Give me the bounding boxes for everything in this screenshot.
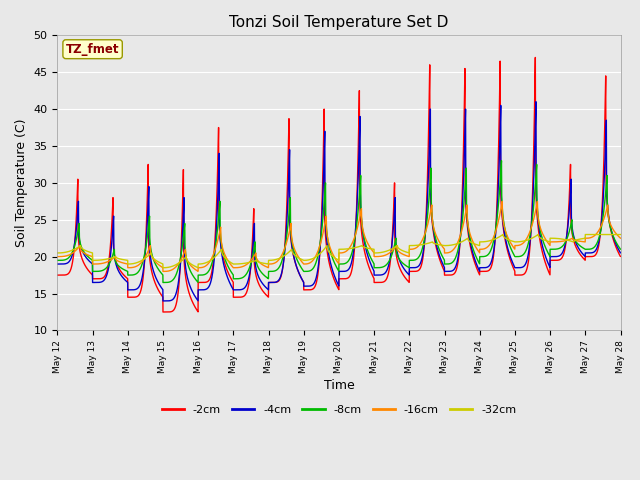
-8cm: [360, 234, 368, 240]
Line: -16cm: -16cm: [58, 201, 620, 271]
Line: -8cm: -8cm: [58, 161, 620, 283]
-16cm: [360, 231, 368, 237]
-32cm: [54, 250, 61, 256]
-4cm: [536, 230, 543, 236]
-8cm: [616, 246, 624, 252]
-8cm: [390, 244, 398, 250]
-2cm: [536, 236, 543, 242]
-4cm: [616, 250, 624, 256]
-16cm: [536, 223, 543, 228]
-32cm: [159, 265, 167, 271]
Title: Tonzi Soil Temperature Set D: Tonzi Soil Temperature Set D: [229, 15, 449, 30]
-4cm: [493, 202, 501, 208]
-2cm: [531, 55, 539, 60]
-16cm: [159, 268, 167, 274]
-32cm: [170, 263, 178, 268]
-2cm: [616, 253, 624, 259]
-16cm: [499, 198, 506, 204]
X-axis label: Time: Time: [324, 379, 355, 392]
-32cm: [499, 232, 507, 238]
-2cm: [54, 272, 61, 278]
-4cm: [159, 298, 167, 304]
-16cm: [616, 235, 624, 241]
-8cm: [170, 276, 178, 281]
-32cm: [616, 232, 624, 238]
-4cm: [170, 295, 178, 300]
-8cm: [54, 257, 61, 263]
-4cm: [360, 237, 368, 242]
-32cm: [360, 244, 368, 250]
-16cm: [493, 222, 501, 228]
-8cm: [498, 158, 506, 164]
-4cm: [390, 215, 398, 220]
-16cm: [390, 246, 398, 252]
-4cm: [532, 99, 540, 105]
-16cm: [54, 254, 61, 260]
-32cm: [522, 238, 529, 243]
-16cm: [522, 238, 529, 244]
Line: -2cm: -2cm: [58, 58, 620, 312]
Text: TZ_fmet: TZ_fmet: [66, 43, 119, 56]
Line: -32cm: -32cm: [58, 235, 620, 268]
Legend: -2cm, -4cm, -8cm, -16cm, -32cm: -2cm, -4cm, -8cm, -16cm, -32cm: [157, 401, 521, 420]
-8cm: [536, 225, 543, 231]
-2cm: [390, 195, 398, 201]
-16cm: [170, 265, 178, 271]
-8cm: [493, 212, 501, 217]
Line: -4cm: -4cm: [58, 102, 620, 301]
-32cm: [390, 245, 398, 251]
-32cm: [493, 235, 501, 241]
-8cm: [522, 249, 529, 255]
-2cm: [360, 245, 368, 251]
-2cm: [521, 270, 529, 276]
-2cm: [170, 306, 178, 312]
-4cm: [54, 261, 61, 267]
-2cm: [493, 187, 501, 192]
Y-axis label: Soil Temperature (C): Soil Temperature (C): [15, 119, 28, 247]
-8cm: [159, 280, 167, 286]
-2cm: [159, 309, 167, 315]
-4cm: [521, 262, 529, 268]
-32cm: [536, 235, 543, 240]
